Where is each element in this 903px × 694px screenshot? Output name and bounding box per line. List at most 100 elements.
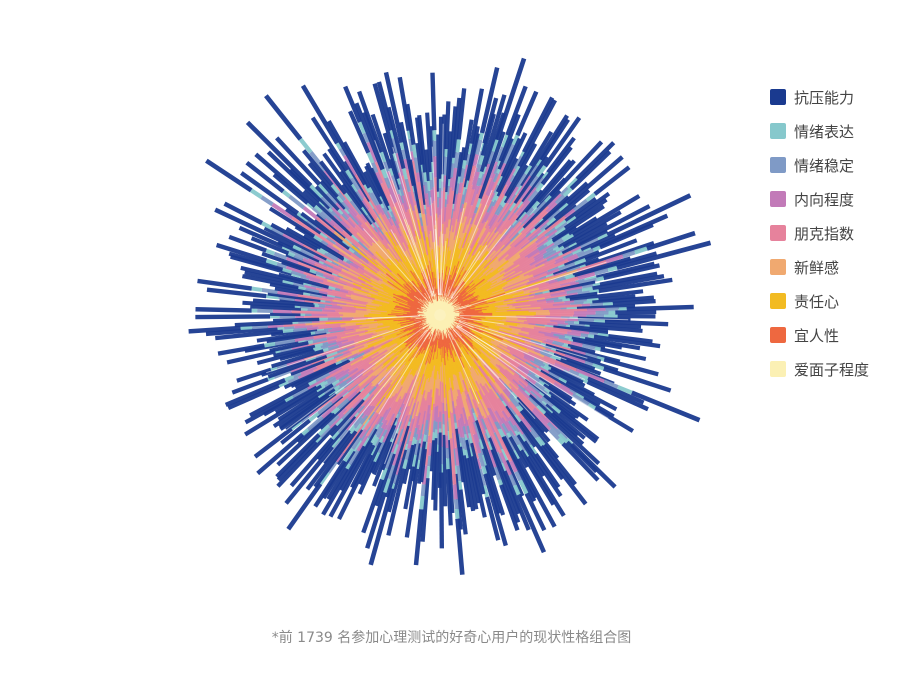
radial-bar-segment — [455, 139, 461, 153]
radial-bar-segment — [477, 439, 484, 450]
radial-bar-segment — [546, 297, 559, 303]
radial-bar-segment — [460, 407, 469, 427]
radial-highlight — [456, 325, 577, 409]
radial-bar-segment — [535, 367, 542, 373]
radial-bar-segment — [537, 376, 573, 401]
radial-bar-segment — [363, 183, 371, 193]
legend-item[interactable]: 内向程度 — [770, 182, 895, 216]
radial-bar-segment — [319, 180, 347, 210]
radial-bar-segment — [549, 367, 586, 388]
radial-bar-segment — [494, 204, 503, 216]
radial-bar-segment — [564, 286, 583, 293]
radial-bar-segment — [251, 324, 268, 330]
radial-bar-segment — [546, 268, 560, 276]
radial-bar-segment — [486, 181, 497, 197]
radial-bar-segment — [348, 343, 365, 353]
radial-bar-segment — [503, 257, 536, 279]
legend-item[interactable]: 宜人性 — [770, 318, 895, 352]
radial-bar-segment — [404, 448, 411, 461]
radial-bar-segment — [306, 376, 327, 390]
radial-bar-segment — [351, 244, 388, 275]
radial-bar-segment — [309, 184, 324, 199]
radial-bar-segment — [508, 350, 540, 370]
radial-bar-segment — [386, 449, 407, 513]
radial-bar-segment — [363, 411, 378, 431]
legend-item[interactable]: 抗压能力 — [770, 80, 895, 114]
radial-bar-segment — [474, 419, 497, 477]
radial-bar-segment — [565, 380, 618, 412]
radial-bar-segment — [357, 188, 366, 199]
radial-bar-segment — [615, 309, 657, 315]
radial-bar-segment — [296, 410, 333, 444]
radial-bar-segment — [566, 266, 581, 275]
radial-bar-segment — [522, 96, 555, 154]
legend-item[interactable]: 责任心 — [770, 284, 895, 318]
radial-bar-segment — [359, 384, 381, 407]
radial-bar-segment — [429, 179, 434, 190]
radial-bar-segment — [411, 144, 418, 158]
radial-bar-segment — [580, 233, 616, 253]
radial-bar-segment — [452, 484, 458, 500]
radial-bar-segment — [348, 216, 375, 244]
radial-bar-segment — [597, 332, 609, 338]
radial-bar-segment — [563, 343, 569, 348]
radial-bar-segment — [562, 233, 575, 243]
legend-item[interactable]: 朋克指数 — [770, 216, 895, 250]
radial-bar-segment — [334, 417, 344, 427]
radial-bar-segment — [367, 261, 381, 272]
radial-bar-segment — [522, 418, 532, 430]
radial-bar-segment — [302, 149, 334, 187]
radial-bar-segment — [340, 354, 364, 369]
legend-item[interactable]: 新鲜感 — [770, 250, 895, 284]
radial-bar-segment — [514, 470, 523, 482]
radial-bar-segment — [485, 407, 496, 423]
radial-bar-segment — [498, 394, 512, 410]
legend-item[interactable]: 情绪表达 — [770, 114, 895, 148]
radial-bar-segment — [536, 238, 549, 249]
radial-bar-segment — [284, 374, 295, 382]
radial-bar-segment — [343, 207, 351, 215]
radial-bar-segment — [445, 469, 453, 526]
radial-bar-segment — [504, 279, 530, 292]
radial-bar-segment — [429, 440, 435, 472]
radial-bar-segment — [494, 221, 523, 253]
radial-bar-segment — [598, 277, 673, 294]
radial-bar-segment — [380, 408, 389, 418]
radial-bar-segment — [520, 206, 550, 235]
radial-bar-segment — [428, 403, 435, 443]
radial-bar-segment — [516, 199, 531, 217]
radial-bar-segment — [323, 261, 334, 269]
radial-bar-segment — [472, 421, 481, 441]
radial-bar-segment — [323, 383, 337, 395]
radial-bar-segment — [398, 223, 411, 246]
radial-bar-segment — [404, 468, 420, 538]
radial-highlight — [447, 333, 480, 404]
radial-bar-segment — [461, 455, 476, 512]
radial-bar-segment — [453, 499, 459, 510]
radial-bar-segment — [319, 160, 348, 195]
radial-bar-segment — [453, 428, 466, 483]
radial-bar-segment — [612, 299, 656, 306]
radial-bar-segment — [443, 156, 449, 176]
radial-bar-segment — [425, 466, 431, 479]
radial-bar-segment — [322, 279, 344, 289]
radial-bar-segment — [564, 196, 597, 223]
radial-bar-segment — [546, 300, 555, 305]
radial-bar-segment — [339, 276, 354, 285]
radial-bar-segment — [480, 448, 506, 516]
radial-bar-segment — [603, 357, 659, 377]
radial-bar-segment — [375, 427, 384, 439]
radial-bar-segment — [334, 241, 353, 256]
radial-bar-segment — [463, 439, 481, 504]
radial-bar-segment — [195, 307, 252, 313]
radial-bar-segment — [574, 191, 611, 220]
legend-item[interactable]: 爱面子程度 — [770, 352, 895, 386]
radial-bar-segment — [566, 292, 579, 298]
legend-swatch — [770, 89, 786, 105]
radial-bar-segment — [338, 375, 352, 387]
legend-item[interactable]: 情绪稳定 — [770, 148, 895, 182]
radial-bar-segment — [365, 396, 392, 437]
radial-bar-segment — [589, 324, 643, 333]
radial-bar-segment — [512, 300, 547, 309]
radial-bar-segment — [475, 416, 491, 451]
